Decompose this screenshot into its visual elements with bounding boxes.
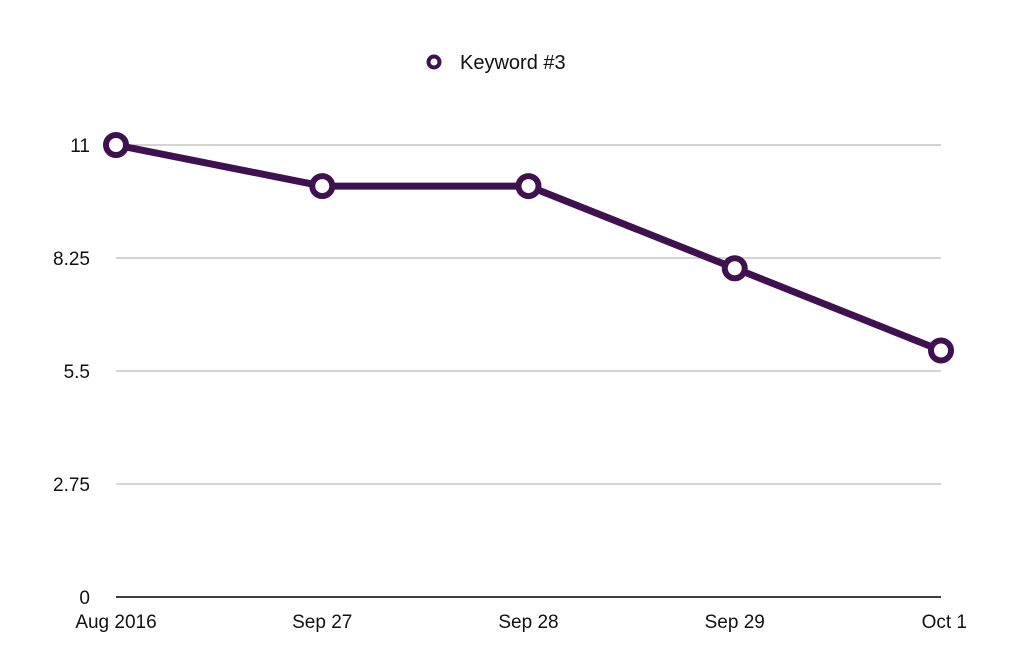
legend: Keyword #3	[426, 52, 566, 74]
data-point[interactable]	[721, 255, 748, 282]
x-tick-label: Sep 28	[498, 612, 558, 633]
x-tick-label: Aug 2016	[75, 612, 156, 633]
data-point[interactable]	[928, 337, 954, 364]
data-point[interactable]	[103, 132, 129, 158]
data-point[interactable]	[309, 173, 336, 200]
x-tick-label: Sep 29	[705, 612, 765, 633]
x-tick-label: Sep 27	[292, 612, 352, 633]
x-tick-label: Oct 1	[922, 612, 967, 633]
legend-marker	[426, 54, 442, 70]
y-tick-label: 0	[79, 588, 90, 609]
data-point[interactable]	[515, 173, 542, 200]
y-tick-label: 5.5	[64, 362, 90, 383]
legend-label: Keyword #3	[460, 52, 566, 74]
y-tick-label: 2.75	[53, 475, 90, 496]
y-tick-label: 8.25	[53, 249, 90, 270]
y-tick-label: 11	[70, 136, 90, 157]
